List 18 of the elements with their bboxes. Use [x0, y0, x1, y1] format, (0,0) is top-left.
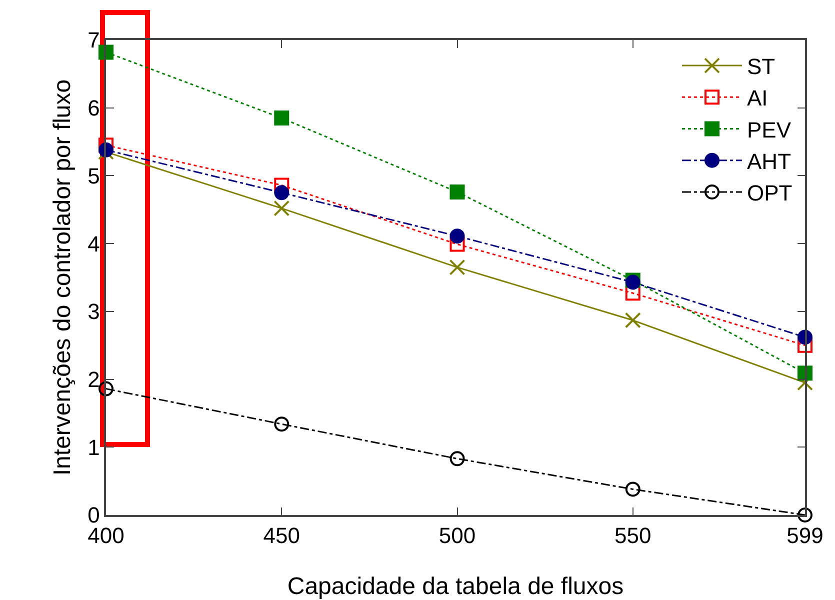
- legend-label: OPT: [747, 180, 792, 206]
- y-axis-title: Intervenções do controlador por fluxo: [49, 79, 76, 476]
- y-tick-label: 2: [88, 366, 100, 392]
- x-tick-label: 599: [786, 523, 824, 548]
- y-tick-label: 1: [88, 434, 100, 460]
- legend-label: PEV: [747, 117, 792, 142]
- y-tick-label: 4: [88, 231, 100, 256]
- y-tick-label: 5: [88, 163, 100, 188]
- x-tick-label: 450: [263, 523, 300, 548]
- legend-label: AHT: [747, 148, 792, 174]
- x-axis-title: Capacidade da tabela de fluxos: [287, 573, 624, 600]
- x-tick-label: 550: [614, 523, 652, 548]
- y-tick-label: 3: [88, 299, 100, 324]
- y-tick-label: 6: [88, 96, 100, 121]
- legend-label: ST: [747, 54, 776, 80]
- x-tick-label: 500: [438, 523, 476, 548]
- legend-label: AI: [747, 86, 768, 111]
- y-tick-label: 7: [88, 28, 100, 53]
